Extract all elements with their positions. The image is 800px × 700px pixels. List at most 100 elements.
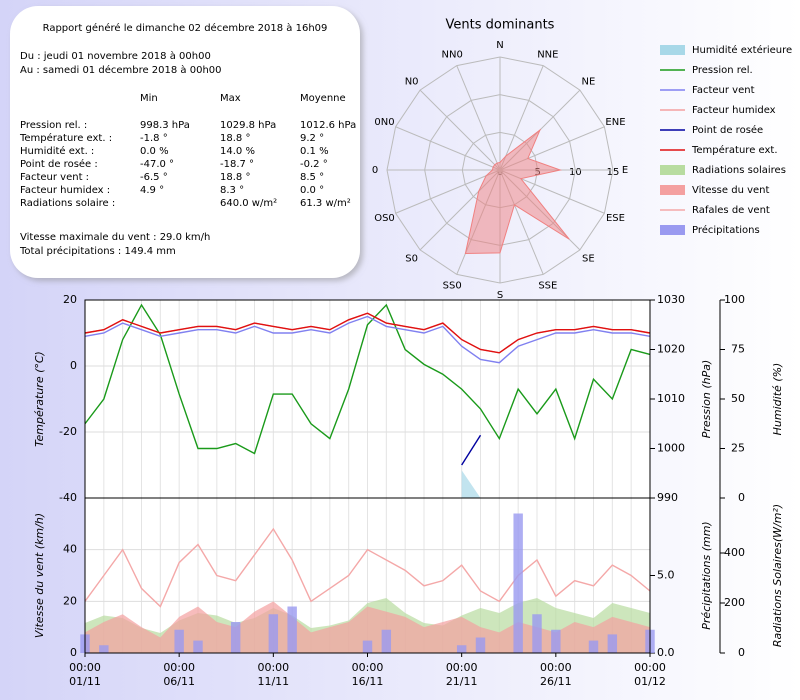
stat-value: -47.0 ° xyxy=(140,159,174,170)
y2-tick-label: 1030 xyxy=(657,293,685,306)
rose-direction: SE xyxy=(582,253,595,264)
column-header: Moyenne xyxy=(300,93,346,104)
rose-spoke xyxy=(456,65,501,171)
x-tick-label: 00:00 16/11 xyxy=(352,661,384,688)
stat-value: 18.8 ° xyxy=(220,133,250,144)
x-tick-label: 00:00 21/11 xyxy=(446,661,478,688)
y-axis-label: Température (°C) xyxy=(33,351,46,447)
bar xyxy=(99,645,109,653)
stat-value: 4.9 ° xyxy=(140,185,164,196)
stat-value: 0.1 % xyxy=(300,146,329,157)
rose-direction: NN0 xyxy=(442,50,463,61)
legend-label: Pression rel. xyxy=(692,65,753,76)
area xyxy=(85,601,650,653)
stat-value: 640.0 w/m² xyxy=(220,198,277,209)
y-tick-label: 40 xyxy=(63,543,77,556)
rose-direction: NNE xyxy=(537,50,558,61)
bar xyxy=(456,645,467,653)
stat-value: 18.8 ° xyxy=(220,172,250,183)
total-precip: Total précipitations : 149.4 mm xyxy=(19,245,176,257)
legend-label: Point de rosée xyxy=(692,124,763,136)
stat-value: 998.3 hPa xyxy=(140,120,190,131)
bar xyxy=(268,614,279,653)
rose-tick-label: 10 xyxy=(569,167,582,178)
stat-value: -6.5 ° xyxy=(140,172,168,183)
generated: Rapport généré le dimanche 02 décembre 2… xyxy=(43,22,328,34)
legend-label: Vitesse du vent xyxy=(692,185,769,196)
y3-axis-label: Radiations Solaires(W/m²) xyxy=(771,504,784,647)
rose-direction: N0 xyxy=(405,77,419,88)
y3-axis-label: Humidité (%) xyxy=(771,363,784,436)
y3-tick-label: 0 xyxy=(738,646,745,659)
y3-tick-label: 75 xyxy=(731,343,745,356)
rose-direction: SS0 xyxy=(443,280,462,291)
period-to: Au : samedi 01 décembre 2018 à 00h00 xyxy=(20,64,222,76)
rose-direction: E xyxy=(622,165,628,176)
bar xyxy=(532,614,542,653)
bar xyxy=(230,622,241,653)
stat-value: 61.3 w/m² xyxy=(300,198,351,209)
stat-label: Point de rosée : xyxy=(20,158,98,170)
period-from: Du : jeudi 01 novembre 2018 à 00h00 xyxy=(20,50,211,62)
stat-value: 1012.6 hPa xyxy=(300,120,356,131)
bar xyxy=(475,637,486,653)
y3-tick-label: 50 xyxy=(731,392,745,405)
line xyxy=(84,527,651,608)
y-tick-label: 20 xyxy=(63,293,77,306)
stat-label: Température ext. : xyxy=(19,132,112,144)
line xyxy=(84,315,651,364)
y3-tick-label: 100 xyxy=(724,293,745,306)
bar xyxy=(588,640,599,653)
x-tick-label: 00:00 01/12 xyxy=(634,661,666,688)
y2-tick-label: 0.0 xyxy=(657,646,675,659)
rose-direction: ESE xyxy=(606,213,625,224)
rose-direction: NE xyxy=(581,77,595,88)
stat-label: Pression rel. : xyxy=(20,120,87,131)
bar xyxy=(513,513,523,653)
rose-area xyxy=(464,128,570,255)
rose-tick-label: 15 xyxy=(607,167,620,178)
stat-label: Radiations solaire : xyxy=(20,198,115,209)
legend-swatch xyxy=(660,185,685,195)
legend-label: Humidité extérieure xyxy=(692,44,792,56)
stat-label: Facteur vent : xyxy=(20,172,89,183)
y-tick-label: 20 xyxy=(63,594,77,607)
rose-title: Vents dominants xyxy=(446,18,555,33)
stat-value: 14.0 % xyxy=(220,146,255,157)
y2-tick-label: 5.0 xyxy=(657,569,675,582)
x-tick-label: 00:00 01/11 xyxy=(69,661,101,688)
y2-axis-label: Précipitations (mm) xyxy=(700,521,713,629)
bar xyxy=(174,629,184,653)
area xyxy=(461,470,481,498)
summary-panel xyxy=(10,6,360,278)
stat-value: 0.0 % xyxy=(140,146,169,157)
stat-label: Humidité ext. : xyxy=(20,145,94,157)
stat-value: 8.3 ° xyxy=(220,185,244,196)
rose-direction: OS0 xyxy=(374,213,395,224)
legend-label: Température ext. xyxy=(691,144,778,156)
y2-tick-label: 1020 xyxy=(657,343,685,356)
y3-tick-label: 0 xyxy=(738,491,745,504)
stat-label: Facteur humidex : xyxy=(20,185,110,196)
rose-direction: S xyxy=(497,290,503,301)
x-tick-label: 00:00 06/11 xyxy=(163,661,195,688)
y3-tick-label: 200 xyxy=(724,596,745,609)
plot-frame xyxy=(84,497,651,654)
rose-direction: SSE xyxy=(538,280,557,291)
column-header: Min xyxy=(140,93,158,104)
stat-value: -0.2 ° xyxy=(300,159,328,170)
legend-label: Radiations solaires xyxy=(692,165,786,176)
stat-value: 9.2 ° xyxy=(300,133,324,144)
line xyxy=(461,434,482,466)
bar xyxy=(551,629,561,653)
rose-direction: 0N0 xyxy=(374,117,394,128)
y2-tick-label: 1000 xyxy=(657,442,685,455)
legend-label: Rafales de vent xyxy=(692,205,770,216)
y2-axis-label: Pression (hPa) xyxy=(700,360,713,439)
line xyxy=(84,303,651,455)
column-header: Max xyxy=(220,93,241,104)
rose-direction: 0 xyxy=(372,165,378,176)
rose-spoke xyxy=(395,126,501,171)
x-tick-label: 00:00 11/11 xyxy=(257,661,289,688)
